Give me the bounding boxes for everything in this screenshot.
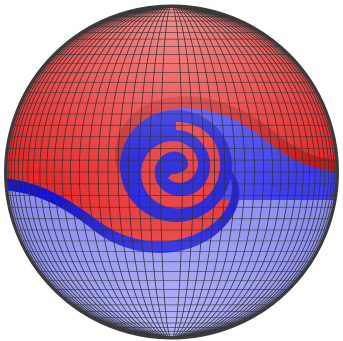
longitude-line	[128, 6, 215, 338]
longitude-line	[117, 6, 226, 338]
longitude-line	[8, 6, 335, 338]
longitude-line	[160, 6, 183, 338]
longitude-line	[39, 6, 304, 338]
longitude-line	[78, 6, 265, 338]
longitude-line	[33, 6, 310, 338]
longitude-line	[88, 6, 255, 338]
longitude-line	[53, 6, 290, 338]
longitude-line	[22, 6, 321, 338]
longitude-line	[149, 6, 194, 338]
longitude-line	[13, 6, 330, 338]
longitude-line	[27, 6, 316, 338]
longitude-line	[70, 6, 273, 338]
longitude-line	[138, 6, 205, 338]
longitude-line	[10, 6, 333, 338]
longitude-line	[46, 6, 297, 338]
longitude-line	[97, 6, 246, 338]
sphere-rim	[4, 4, 339, 340]
longitude-line	[107, 6, 236, 338]
longitude-line	[61, 6, 282, 338]
longitude-line	[17, 6, 326, 338]
